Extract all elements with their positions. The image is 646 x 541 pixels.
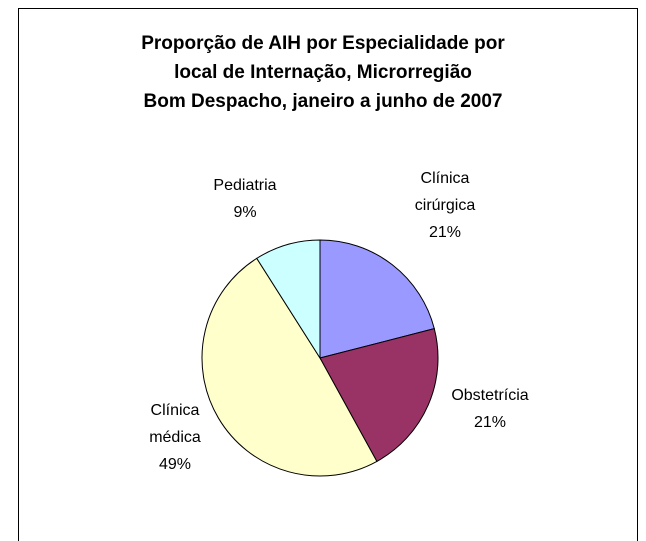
pie-slice	[201, 257, 378, 477]
chart-title: Proporção de AIH por Especialidade por	[141, 33, 505, 54]
category-label: Pediatria	[213, 177, 277, 194]
category-label: Clínica médica	[149, 402, 201, 446]
slice-label: Clínica médica 49%	[125, 397, 225, 478]
slice-label: Clínica cirúrgica 21%	[395, 165, 495, 246]
pie-slice	[256, 239, 321, 360]
chart-title: local de Internação, Microrregião	[174, 62, 472, 83]
category-label: Clínica cirúrgica	[414, 170, 476, 214]
chart-title: Bom Despacho, janeiro a junho de 2007	[143, 91, 503, 112]
chart-frame	[18, 8, 638, 541]
category-label: Obstetrícia	[451, 387, 529, 404]
pie-slice	[319, 328, 439, 463]
value-label: 21%	[473, 414, 507, 431]
pie-slice	[319, 239, 435, 359]
value-label: 9%	[233, 204, 257, 221]
value-label: 49%	[158, 456, 192, 473]
value-label: 21%	[428, 224, 462, 241]
slice-label: Pediatria 9%	[195, 172, 295, 226]
slice-label: Obstetrícia 21%	[440, 382, 540, 436]
